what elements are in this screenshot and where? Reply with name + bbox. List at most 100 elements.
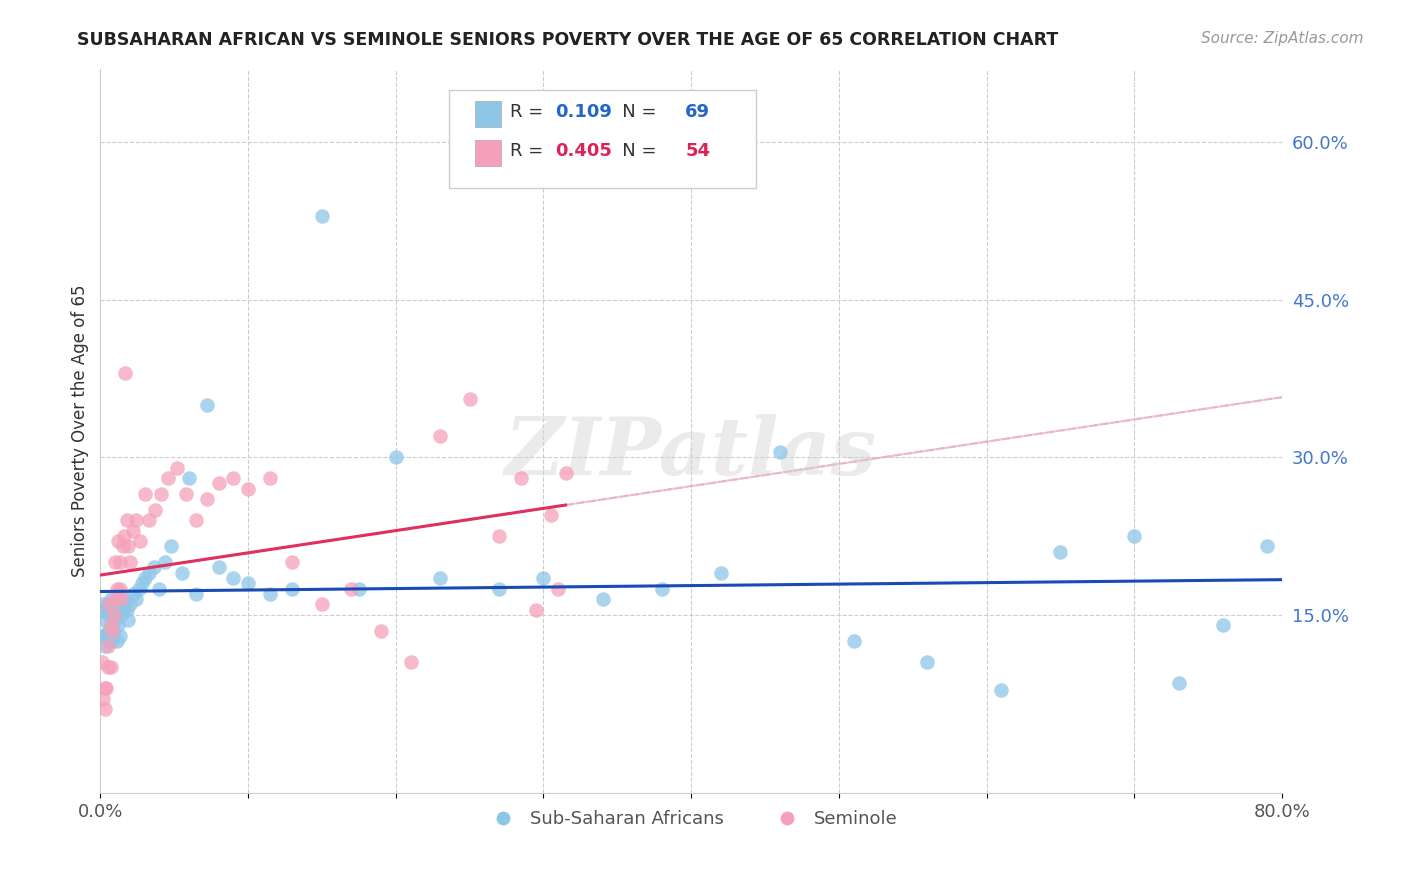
- Point: [105, 607, 128, 622]
- Text: N =: N =: [605, 143, 662, 161]
- Point: [1256, 540, 1278, 554]
- Point: [108, 602, 131, 616]
- Point: [97, 660, 120, 674]
- Point: [186, 587, 208, 601]
- Point: [94, 640, 117, 654]
- Point: [186, 513, 208, 527]
- Point: [917, 655, 939, 669]
- Point: [97, 640, 120, 654]
- FancyBboxPatch shape: [449, 90, 756, 188]
- Point: [114, 592, 136, 607]
- Point: [98, 597, 121, 611]
- Point: [347, 582, 370, 596]
- Point: [100, 592, 122, 607]
- Point: [177, 471, 200, 485]
- Point: [842, 634, 865, 648]
- Point: [117, 540, 139, 554]
- Point: [236, 576, 259, 591]
- Point: [105, 582, 128, 596]
- Point: [311, 209, 333, 223]
- Point: [540, 508, 562, 522]
- Text: ZIPatlas: ZIPatlas: [505, 414, 877, 491]
- Point: [429, 429, 451, 443]
- Point: [236, 482, 259, 496]
- Point: [488, 529, 510, 543]
- Y-axis label: Seniors Poverty Over the Age of 65: Seniors Poverty Over the Age of 65: [72, 285, 89, 577]
- Point: [115, 513, 138, 527]
- Point: [94, 702, 117, 716]
- Point: [121, 524, 143, 538]
- Point: [554, 466, 576, 480]
- Point: [97, 597, 120, 611]
- Point: [651, 582, 673, 596]
- Point: [90, 655, 112, 669]
- Point: [134, 487, 156, 501]
- Point: [125, 513, 148, 527]
- Point: [110, 607, 132, 622]
- Point: [108, 629, 131, 643]
- Point: [207, 560, 229, 574]
- Point: [104, 613, 127, 627]
- Point: [1212, 618, 1234, 632]
- Point: [160, 540, 183, 554]
- Text: 54: 54: [685, 143, 710, 161]
- Point: [281, 582, 304, 596]
- Point: [143, 502, 166, 516]
- Point: [101, 634, 124, 648]
- Point: [100, 660, 122, 674]
- Point: [101, 602, 124, 616]
- Point: [104, 602, 127, 616]
- Point: [97, 624, 120, 638]
- Point: [510, 471, 533, 485]
- Point: [174, 487, 197, 501]
- Point: [111, 540, 134, 554]
- Point: [149, 487, 172, 501]
- Point: [100, 618, 122, 632]
- Point: [91, 629, 114, 643]
- Point: [108, 582, 131, 596]
- Point: [1049, 545, 1071, 559]
- Point: [1167, 676, 1189, 690]
- Point: [222, 471, 245, 485]
- Point: [281, 555, 304, 569]
- Point: [533, 571, 555, 585]
- Point: [195, 492, 218, 507]
- Text: SUBSAHARAN AFRICAN VS SEMINOLE SENIORS POVERTY OVER THE AGE OF 65 CORRELATION CH: SUBSAHARAN AFRICAN VS SEMINOLE SENIORS P…: [77, 31, 1059, 49]
- Point: [108, 555, 131, 569]
- Text: R =: R =: [510, 103, 550, 121]
- Point: [195, 398, 218, 412]
- Point: [121, 587, 143, 601]
- Point: [110, 592, 132, 607]
- Point: [100, 618, 122, 632]
- Point: [98, 607, 121, 622]
- Point: [769, 445, 792, 459]
- Point: [142, 560, 165, 574]
- Point: [118, 555, 141, 569]
- Point: [384, 450, 406, 465]
- Point: [131, 576, 153, 591]
- Point: [96, 629, 118, 643]
- Point: [138, 566, 160, 580]
- Point: [458, 392, 481, 407]
- Point: [91, 597, 114, 611]
- Point: [166, 460, 188, 475]
- Point: [96, 681, 118, 696]
- Point: [94, 613, 117, 627]
- Point: [112, 602, 135, 616]
- Point: [125, 592, 148, 607]
- Point: [990, 683, 1012, 698]
- Point: [96, 602, 118, 616]
- Text: N =: N =: [605, 103, 662, 121]
- Point: [259, 471, 281, 485]
- Point: [207, 476, 229, 491]
- Point: [103, 597, 125, 611]
- Text: 69: 69: [685, 103, 710, 121]
- Point: [524, 602, 547, 616]
- Point: [311, 597, 333, 611]
- Point: [148, 582, 170, 596]
- Legend: Sub-Saharan Africans, Seminole: Sub-Saharan Africans, Seminole: [478, 803, 905, 835]
- Point: [429, 571, 451, 585]
- FancyBboxPatch shape: [475, 101, 501, 127]
- Point: [128, 582, 150, 596]
- Point: [710, 566, 733, 580]
